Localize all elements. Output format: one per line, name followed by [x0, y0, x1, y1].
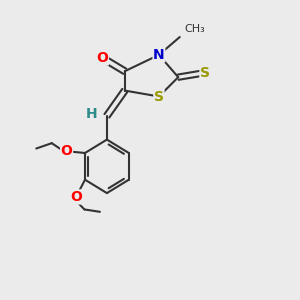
- Text: H: H: [85, 107, 97, 121]
- Text: O: O: [70, 190, 82, 204]
- Text: O: O: [97, 51, 108, 65]
- Text: O: O: [61, 145, 73, 158]
- Text: S: S: [200, 66, 210, 80]
- Text: N: N: [153, 48, 165, 62]
- Text: S: S: [154, 89, 164, 103]
- Text: CH₃: CH₃: [184, 24, 205, 34]
